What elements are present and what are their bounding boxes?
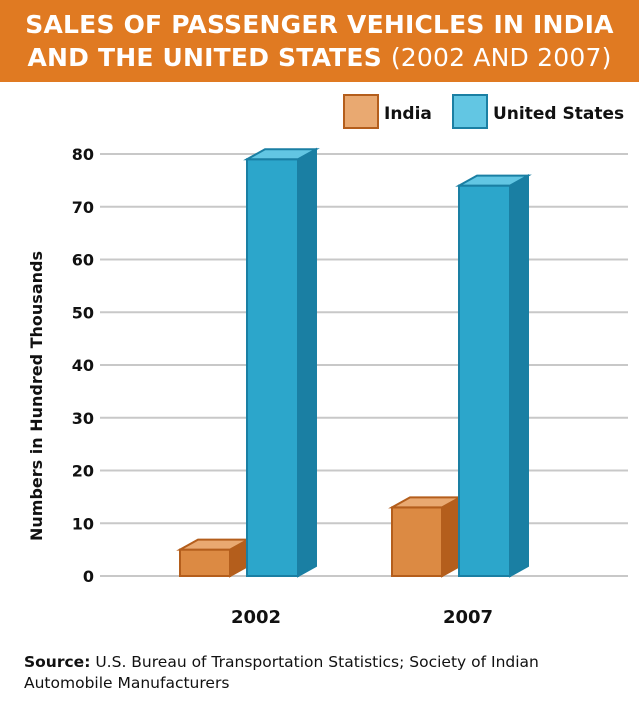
chart-title-main: AND THE UNITED STATES <box>27 43 382 72</box>
x-tick-label: 2007 <box>443 607 493 628</box>
y-axis-ticks: 0 10 20 30 40 50 60 70 80 <box>72 145 94 586</box>
legend-item: United States <box>452 94 624 129</box>
bar-front-face <box>246 158 299 578</box>
y-tick-label: 20 <box>72 462 94 481</box>
x-tick-label: 2002 <box>231 607 281 628</box>
bar-united-states <box>455 173 532 578</box>
chart-title-line1: SALES OF PASSENGER VEHICLES IN INDIA <box>25 10 614 39</box>
legend-item: India <box>343 94 432 129</box>
y-tick-label: 60 <box>72 251 94 270</box>
title-banner: SALES OF PASSENGER VEHICLES IN INDIA AND… <box>0 0 639 82</box>
y-tick-label: 30 <box>72 409 94 428</box>
bar-chart: 0 10 20 30 40 50 60 70 80 2002 2007 India United S… <box>27 94 628 628</box>
source-text: U.S. Bureau of Transportation Statistics… <box>24 653 539 692</box>
y-tick-label: 50 <box>72 303 94 322</box>
bar-top-face <box>455 174 532 187</box>
x-axis-labels: 2002 2007 <box>231 607 493 628</box>
y-axis-label: Numbers in Hundred Thousands <box>27 251 46 541</box>
y-tick-label: 0 <box>83 567 94 586</box>
bar-front-face <box>458 184 511 578</box>
legend-swatch <box>452 94 488 129</box>
bar-front-face <box>391 506 443 577</box>
bar-united-states <box>243 147 320 578</box>
legend-swatch <box>343 94 379 129</box>
y-tick-label: 40 <box>72 356 94 375</box>
bar-side-face <box>441 495 461 578</box>
chart-title-line2: AND THE UNITED STATES (2002 AND 2007) <box>10 41 629 74</box>
grid-lines <box>100 153 628 577</box>
source-note: Source: U.S. Bureau of Transportation St… <box>24 652 624 694</box>
legend-label: India <box>384 104 432 124</box>
bar-side-face <box>509 173 529 578</box>
y-tick-label: 10 <box>72 514 94 533</box>
bar-side-face <box>297 147 317 578</box>
y-tick-label: 80 <box>72 145 94 164</box>
bar-top-face <box>243 148 320 161</box>
bars <box>176 147 532 578</box>
bar-front-face <box>179 548 231 577</box>
y-tick-label: 70 <box>72 198 94 217</box>
legend-label: United States <box>493 104 624 124</box>
bar-india <box>388 495 464 578</box>
bar-india <box>176 537 252 578</box>
source-label: Source: <box>24 653 91 671</box>
chart-subtitle: (2002 AND 2007) <box>390 43 612 72</box>
legend: India United States <box>343 94 624 129</box>
